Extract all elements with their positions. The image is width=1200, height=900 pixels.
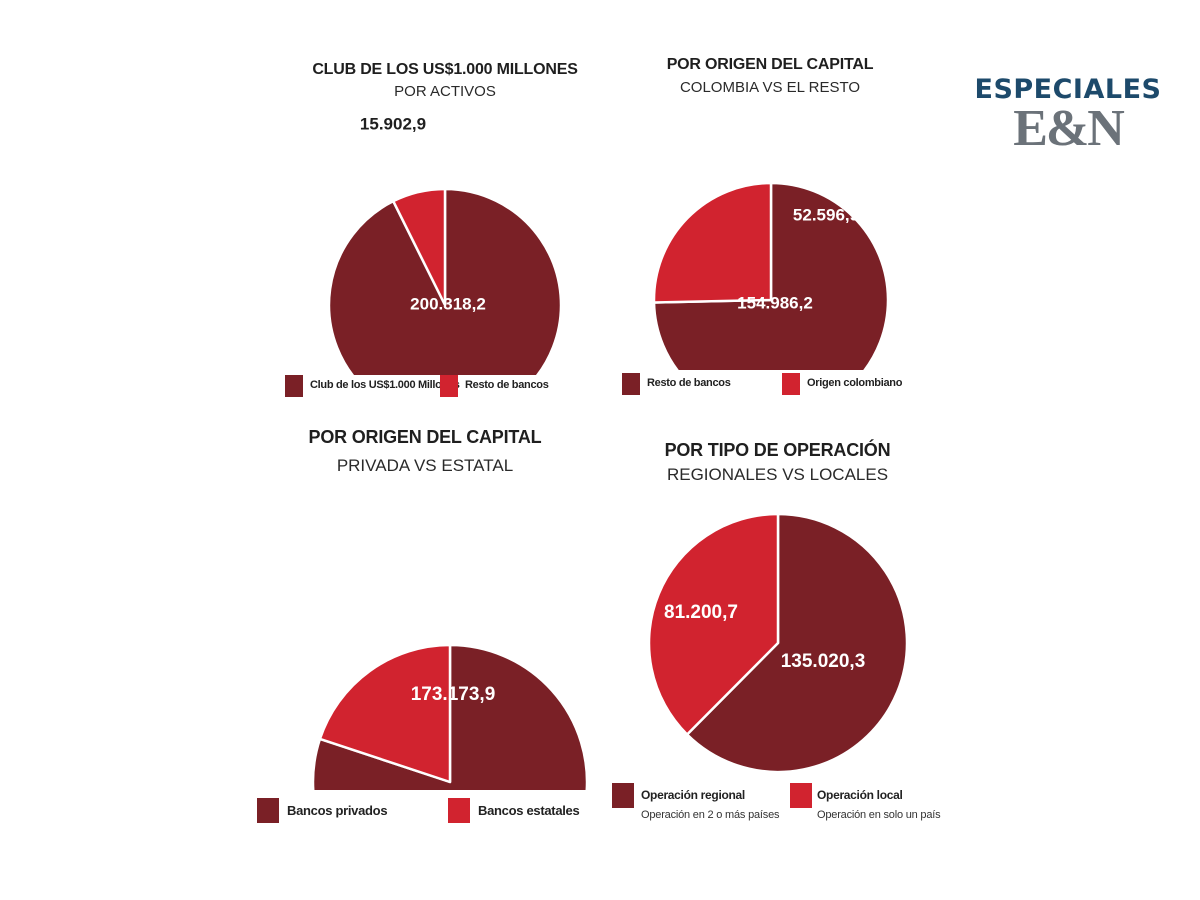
pie-value-label: 43.047,2 bbox=[350, 576, 424, 597]
pie-slice-major bbox=[327, 187, 563, 375]
legend-label: Origen colombiano bbox=[807, 377, 903, 389]
chart-title: CLUB DE LOS US$1.000 MILLONES bbox=[312, 61, 578, 78]
pie-value-label: 15.902,9 bbox=[360, 114, 426, 133]
legend-swatch bbox=[622, 373, 640, 395]
legend-label: Club de los US$1.000 Millones bbox=[310, 379, 460, 391]
chart-panel-colombia-resto: POR ORIGEN DEL CAPITAL COLOMBIA VS EL RE… bbox=[615, 50, 925, 410]
legend-swatch bbox=[440, 375, 458, 397]
pie-value-label: 52.596,9 bbox=[793, 205, 859, 224]
pie-value-label: 81.200,7 bbox=[664, 602, 738, 623]
legend-label: Bancos privados bbox=[287, 803, 388, 818]
pie-chart: 173.173,9 43.047,2 bbox=[311, 576, 589, 790]
pie-slice-minor bbox=[392, 187, 447, 307]
legend-swatch bbox=[790, 783, 812, 808]
legend-swatch bbox=[782, 373, 800, 395]
chart-title: POR ORIGEN DEL CAPITAL bbox=[666, 56, 874, 73]
legend-swatch bbox=[612, 783, 634, 808]
chart-subtitle: PRIVADA VS ESTATAL bbox=[336, 456, 514, 475]
legend-label: Resto de bancos bbox=[647, 377, 731, 389]
pie-value-label: 200.318,2 bbox=[410, 294, 486, 313]
chart-panel-regionales-locales: POR TIPO DE OPERACIÓN REGIONALES VS LOCA… bbox=[605, 430, 950, 830]
chart-subtitle: REGIONALES VS LOCALES bbox=[666, 465, 889, 484]
chart-panel-club-millones: CLUB DE LOS US$1.000 MILLONES POR ACTIVO… bbox=[280, 55, 610, 410]
chart-subtitle: POR ACTIVOS bbox=[394, 83, 496, 100]
legend-label: Bancos estatales bbox=[478, 803, 580, 818]
brand-en: E&N bbox=[1013, 100, 1125, 157]
pie-chart: 135.020,3 81.200,7 bbox=[647, 512, 909, 774]
legend-swatch bbox=[285, 375, 303, 397]
pie-slice-minor bbox=[318, 643, 452, 784]
brand-logo: ESPECIALES E&N bbox=[968, 74, 1168, 155]
pie-chart: 200.318,2 15.902,9 bbox=[327, 114, 563, 375]
legend-note: Operación en solo un país bbox=[817, 809, 941, 821]
pie-slice-minor bbox=[652, 181, 773, 304]
legend-swatch bbox=[448, 798, 470, 823]
pie-value-label: 154.986,2 bbox=[737, 293, 813, 312]
brand-especiales: ESPECIALES bbox=[974, 74, 1162, 105]
legend-label: Resto de bancos bbox=[465, 379, 549, 391]
chart-subtitle: COLOMBIA VS EL RESTO bbox=[679, 79, 861, 96]
pie-chart: 154.986,2 52.596,9 bbox=[652, 181, 890, 370]
pie-slice-major bbox=[685, 512, 909, 774]
chart-title: POR TIPO DE OPERACIÓN bbox=[664, 440, 891, 460]
legend-label: Operación local bbox=[817, 788, 903, 802]
pie-value-label: 135.020,3 bbox=[781, 651, 866, 672]
legend-swatch bbox=[257, 798, 279, 823]
pie-slice-major bbox=[652, 181, 890, 370]
legend-note: Operación en 2 o más países bbox=[641, 809, 780, 821]
pie-slice-minor bbox=[647, 512, 780, 736]
chart-title: POR ORIGEN DEL CAPITAL bbox=[308, 427, 542, 447]
chart-panel-privada-estatal: POR ORIGEN DEL CAPITAL PRIVADA VS ESTATA… bbox=[245, 420, 605, 830]
pie-value-label: 173.173,9 bbox=[411, 684, 496, 705]
legend-label: Operación regional bbox=[641, 788, 745, 802]
